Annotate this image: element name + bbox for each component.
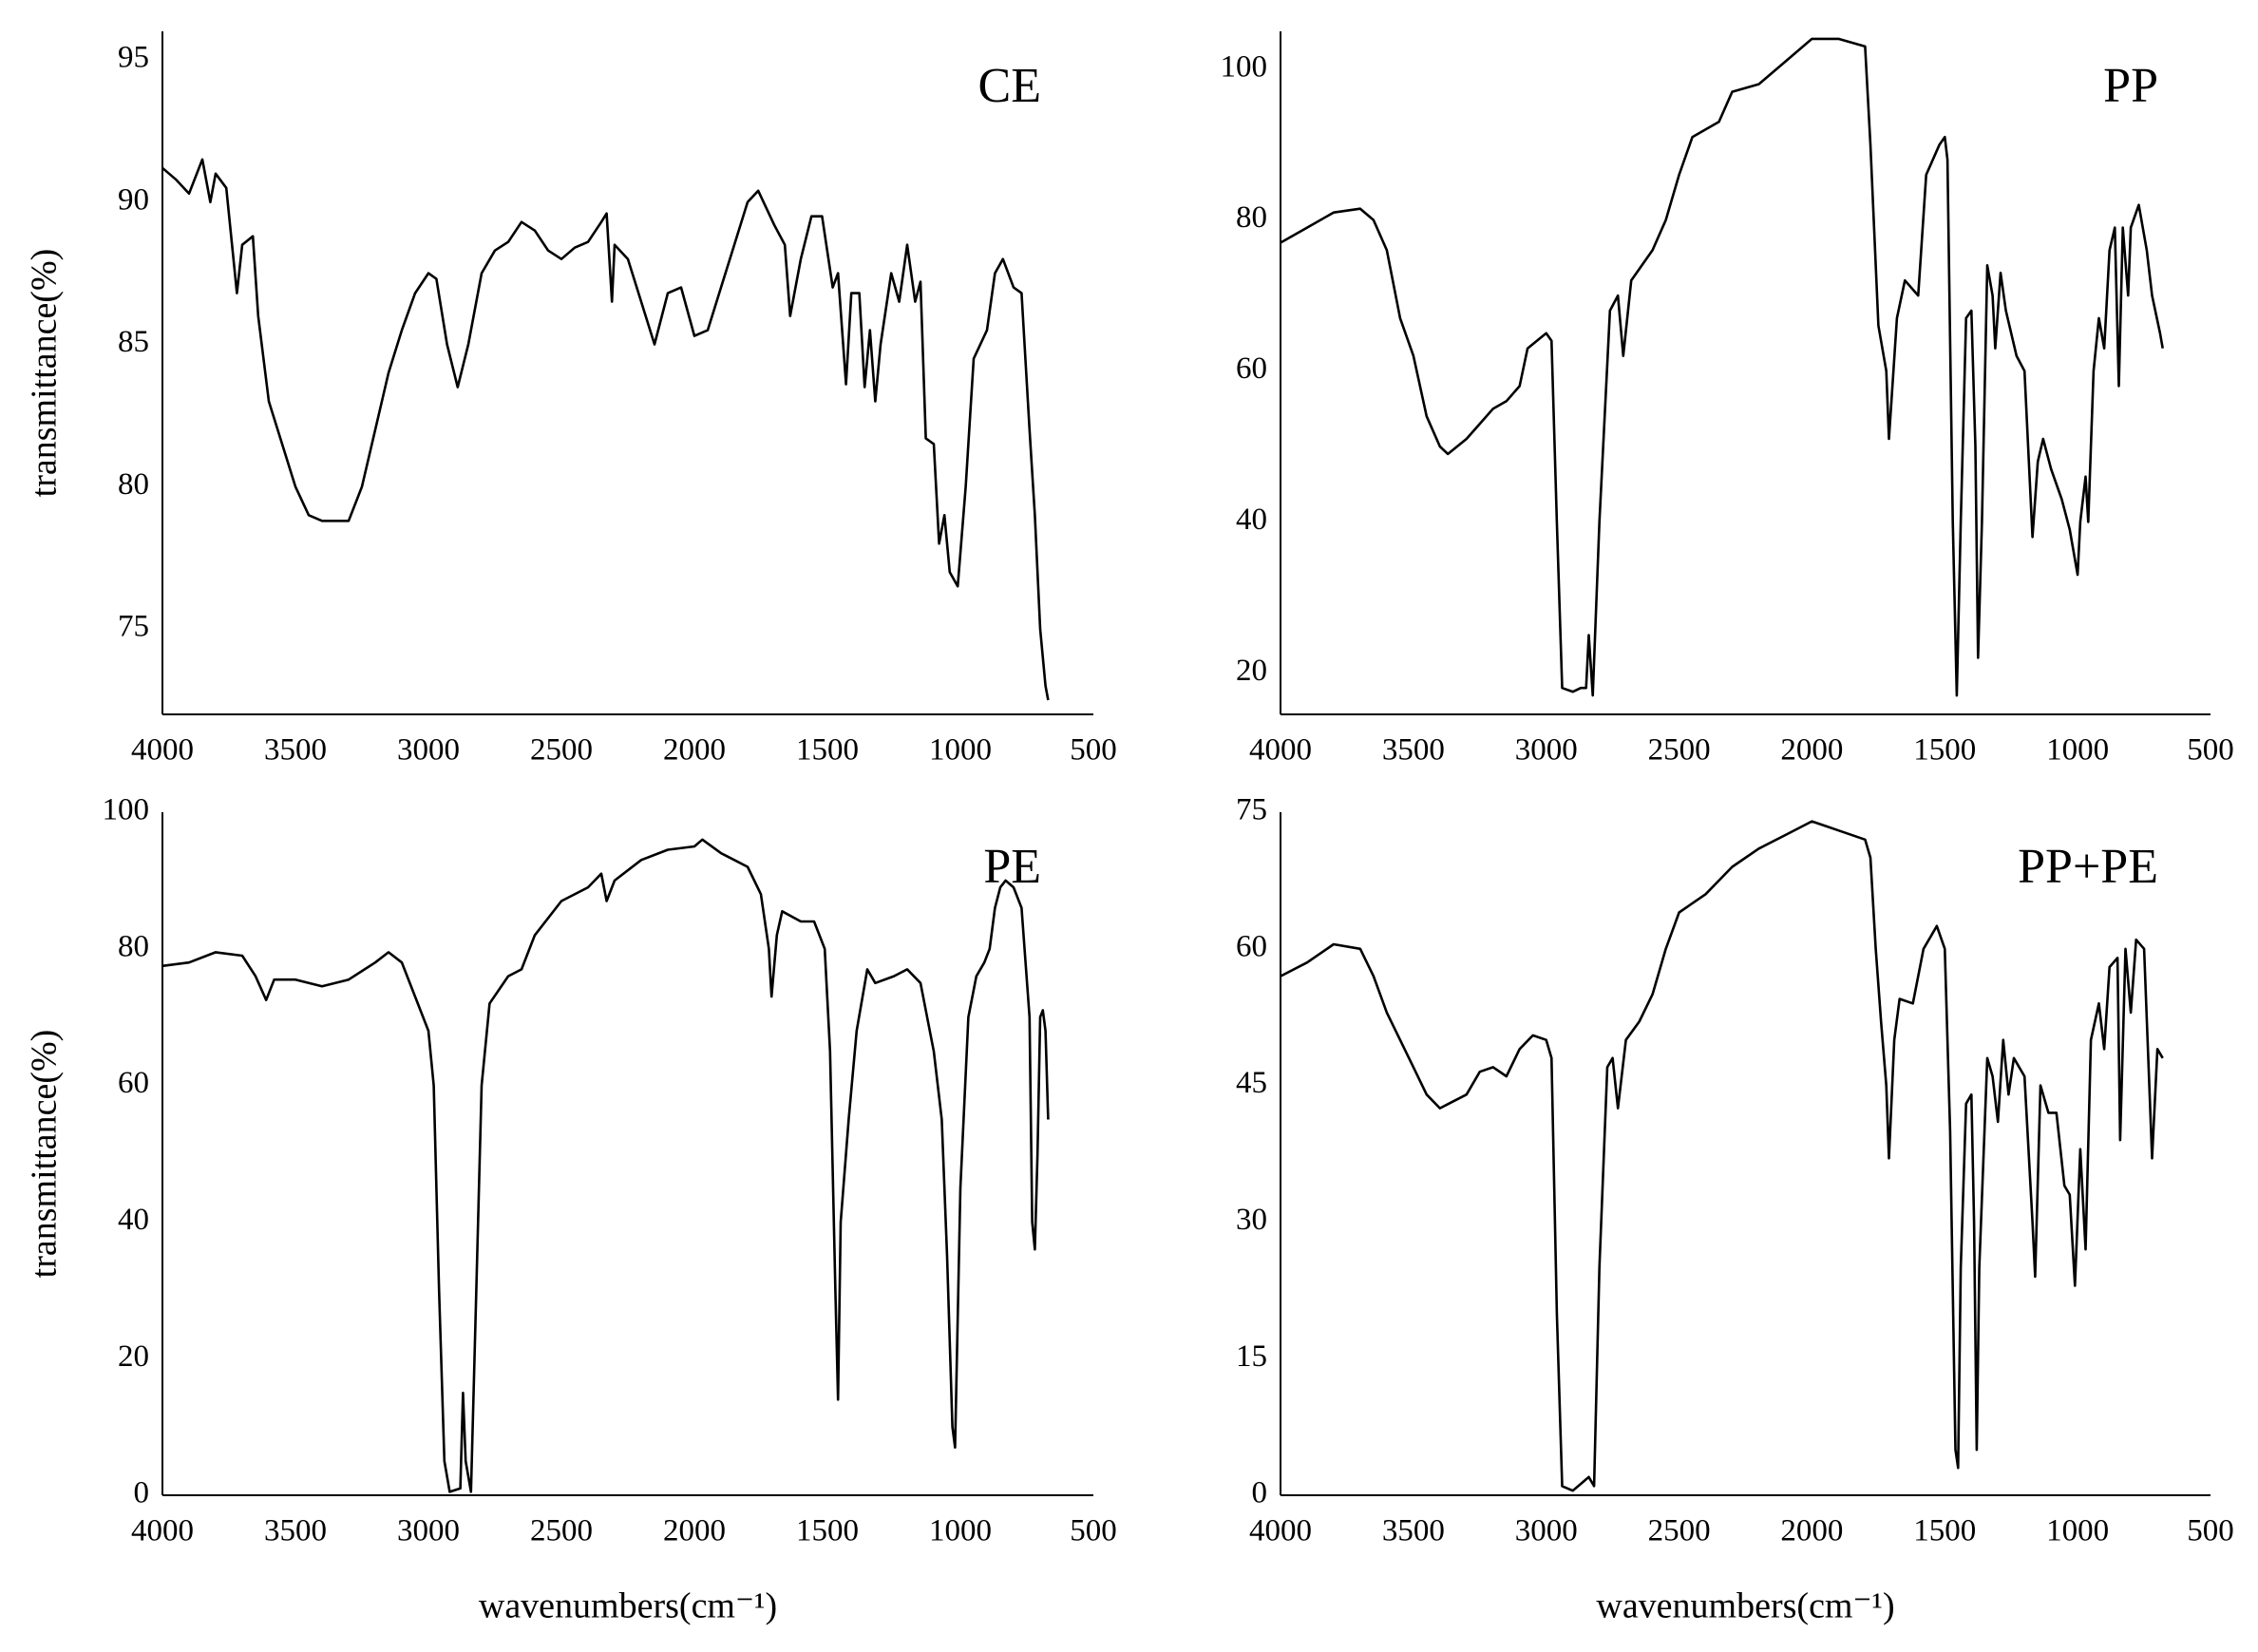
x-tick-label: 2000 xyxy=(663,733,726,768)
x-tick-label: 2500 xyxy=(1648,1514,1711,1548)
x-tick-label: 1000 xyxy=(2046,733,2109,768)
y-tick-label: 40 xyxy=(1236,503,1267,537)
y-tick-label: 100 xyxy=(1221,49,1268,84)
y-tick-label: 90 xyxy=(118,182,149,217)
x-tick-label: 1500 xyxy=(1913,733,1976,768)
x-axis-label: wavenumbers(cm⁻¹) xyxy=(1596,1586,1894,1626)
x-tick-label: 500 xyxy=(1070,733,1117,768)
x-tick-label: 3500 xyxy=(264,1514,327,1548)
y-axis-label: transmittance(%) xyxy=(25,249,65,498)
y-axis-label: transmittance(%) xyxy=(25,1030,65,1279)
y-tick-label: 100 xyxy=(103,793,150,827)
x-tick-label: 2500 xyxy=(530,733,593,768)
panel-title: CE xyxy=(978,59,1041,113)
x-tick-label: 500 xyxy=(2187,733,2234,768)
x-tick-label: 3500 xyxy=(1382,733,1445,768)
x-tick-label: 4000 xyxy=(1249,733,1312,768)
y-tick-label: 40 xyxy=(118,1203,149,1237)
x-tick-label: 4000 xyxy=(1249,1514,1312,1548)
x-tick-label: 3000 xyxy=(397,733,460,768)
x-tick-label: 1000 xyxy=(929,1514,992,1548)
y-tick-label: 95 xyxy=(118,41,149,75)
x-tick-label: 3000 xyxy=(1515,733,1578,768)
y-tick-label: 30 xyxy=(1236,1203,1267,1237)
x-tick-label: 3000 xyxy=(397,1514,460,1548)
panel-title: PP+PE xyxy=(2018,840,2158,894)
x-tick-label: 1500 xyxy=(796,733,859,768)
y-tick-label: 60 xyxy=(1236,929,1267,963)
y-tick-label: 75 xyxy=(118,610,149,644)
y-tick-label: 60 xyxy=(1236,351,1267,386)
x-axis-label: wavenumbers(cm⁻¹) xyxy=(479,1586,777,1626)
x-tick-label: 2500 xyxy=(1648,733,1711,768)
spectrum-line xyxy=(161,158,1050,701)
y-tick-label: 20 xyxy=(118,1339,149,1374)
x-tick-label: 2000 xyxy=(1780,1514,1843,1548)
y-tick-label: 0 xyxy=(134,1476,150,1510)
x-tick-label: 2000 xyxy=(1780,733,1843,768)
x-tick-label: 1500 xyxy=(796,1514,859,1548)
x-tick-label: 1000 xyxy=(2046,1514,2109,1548)
x-tick-label: 4000 xyxy=(131,733,194,768)
y-tick-label: 80 xyxy=(1236,200,1267,235)
spectrum-line xyxy=(161,838,1050,1493)
x-tick-label: 3000 xyxy=(1515,1514,1578,1548)
x-tick-label: 1500 xyxy=(1913,1514,1976,1548)
spectrum-line xyxy=(1280,820,2164,1492)
y-tick-label: 20 xyxy=(1236,654,1267,688)
y-tick-label: 15 xyxy=(1236,1339,1267,1374)
y-tick-label: 45 xyxy=(1236,1066,1267,1100)
spectrum-line xyxy=(1280,37,2164,697)
x-tick-label: 3500 xyxy=(1382,1514,1445,1548)
x-tick-label: 500 xyxy=(1070,1514,1117,1548)
x-tick-label: 500 xyxy=(2187,1514,2234,1548)
y-tick-label: 60 xyxy=(118,1066,149,1100)
panel-title: PP xyxy=(2103,59,2158,113)
y-tick-label: 80 xyxy=(118,929,149,963)
y-tick-label: 80 xyxy=(118,467,149,502)
x-tick-label: 2000 xyxy=(663,1514,726,1548)
x-tick-label: 1000 xyxy=(929,733,992,768)
y-tick-label: 75 xyxy=(1236,793,1267,827)
x-tick-label: 4000 xyxy=(131,1514,194,1548)
y-tick-label: 0 xyxy=(1252,1476,1268,1510)
x-tick-label: 2500 xyxy=(530,1514,593,1548)
x-tick-label: 3500 xyxy=(264,733,327,768)
y-tick-label: 85 xyxy=(118,325,149,359)
